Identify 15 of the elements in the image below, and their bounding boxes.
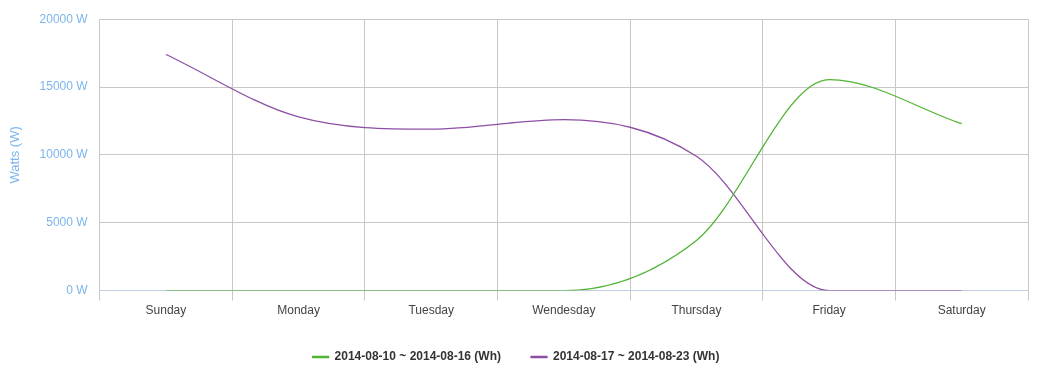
x-tick-label: Wendesday <box>532 303 596 318</box>
y-tick-label: 20000 W <box>39 11 89 26</box>
legend-label: 2014-08-10 ~ 2014-08-16 (Wh) <box>334 349 502 364</box>
legend-label: 2014-08-17 ~ 2014-08-23 (Wh) <box>553 349 720 364</box>
x-tick-label: Monday <box>277 303 320 318</box>
x-tick-label: Tuesday <box>408 303 454 318</box>
y-tick-label: 15000 W <box>39 79 89 94</box>
x-tick-label: Sunday <box>145 303 187 318</box>
x-tick-label: Thursday <box>671 303 722 318</box>
y-tick-label: 10000 W <box>39 147 89 162</box>
y-tick-label: 5000 W <box>46 215 89 230</box>
y-tick-label: 0 W <box>66 282 89 297</box>
x-tick-label: Friday <box>812 303 846 318</box>
x-tick-label: Saturday <box>937 303 986 318</box>
y-axis-title: Watts (W) <box>7 126 23 184</box>
